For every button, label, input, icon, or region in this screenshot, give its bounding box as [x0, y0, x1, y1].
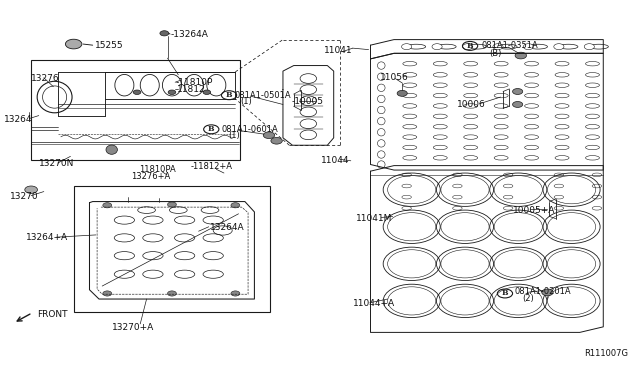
Circle shape	[515, 52, 527, 59]
Text: 11041: 11041	[324, 46, 353, 55]
Text: B: B	[226, 91, 232, 99]
Circle shape	[103, 203, 112, 208]
Text: (1): (1)	[241, 97, 252, 106]
Ellipse shape	[168, 90, 176, 94]
Text: 10006: 10006	[458, 100, 486, 109]
Circle shape	[271, 137, 282, 144]
Text: 11056: 11056	[380, 73, 409, 82]
Text: -13264A: -13264A	[171, 29, 209, 39]
Text: 11044: 11044	[321, 156, 349, 165]
Circle shape	[168, 291, 177, 296]
Text: (B): (B)	[489, 49, 502, 58]
Text: 13270: 13270	[10, 192, 39, 201]
Text: 11041M: 11041M	[356, 214, 392, 223]
Circle shape	[231, 203, 240, 208]
Text: 13270N: 13270N	[39, 159, 74, 168]
Text: 13264: 13264	[4, 115, 33, 124]
Text: B: B	[502, 289, 508, 298]
Bar	[74, 186, 270, 312]
Circle shape	[397, 90, 407, 96]
Circle shape	[554, 44, 564, 49]
Circle shape	[541, 289, 553, 296]
Text: B: B	[467, 42, 474, 50]
Circle shape	[263, 132, 275, 138]
Text: 11044+A: 11044+A	[353, 299, 395, 308]
Circle shape	[584, 44, 595, 49]
Text: 10005+A: 10005+A	[513, 206, 556, 215]
Circle shape	[401, 44, 412, 49]
Text: (1): (1)	[228, 131, 239, 141]
Ellipse shape	[106, 145, 117, 154]
Text: 13276+A: 13276+A	[131, 172, 170, 181]
Text: B: B	[208, 125, 214, 133]
Circle shape	[160, 31, 169, 36]
Text: 081A1-0501A: 081A1-0501A	[234, 91, 291, 100]
Text: 13264A: 13264A	[210, 223, 244, 232]
Circle shape	[168, 202, 177, 207]
Ellipse shape	[133, 90, 141, 94]
Text: 15255: 15255	[95, 41, 123, 50]
Circle shape	[463, 44, 472, 49]
Circle shape	[231, 291, 240, 296]
Circle shape	[65, 39, 82, 49]
Text: R111007G: R111007G	[584, 349, 628, 358]
Text: -10005: -10005	[291, 97, 323, 106]
Text: 13276: 13276	[31, 74, 60, 83]
Circle shape	[513, 102, 523, 108]
Text: 13270+A: 13270+A	[112, 323, 154, 332]
Circle shape	[524, 44, 534, 49]
Circle shape	[513, 89, 523, 94]
Circle shape	[432, 44, 442, 49]
Bar	[31, 60, 241, 160]
Text: 081A1-0601A: 081A1-0601A	[221, 125, 278, 134]
Text: 081A1-0201A: 081A1-0201A	[515, 287, 571, 296]
Ellipse shape	[203, 90, 211, 94]
Text: 11810PA: 11810PA	[139, 165, 176, 174]
Text: 13264+A: 13264+A	[26, 233, 68, 243]
Text: (2): (2)	[523, 294, 534, 303]
Text: -11812+A: -11812+A	[191, 162, 233, 171]
Circle shape	[25, 186, 38, 193]
Text: 081A1-0351A: 081A1-0351A	[481, 41, 538, 51]
Text: -11810P: -11810P	[175, 78, 212, 87]
Text: FRONT: FRONT	[38, 311, 68, 320]
Circle shape	[493, 44, 503, 49]
Circle shape	[103, 291, 112, 296]
Text: 11812: 11812	[177, 85, 205, 94]
